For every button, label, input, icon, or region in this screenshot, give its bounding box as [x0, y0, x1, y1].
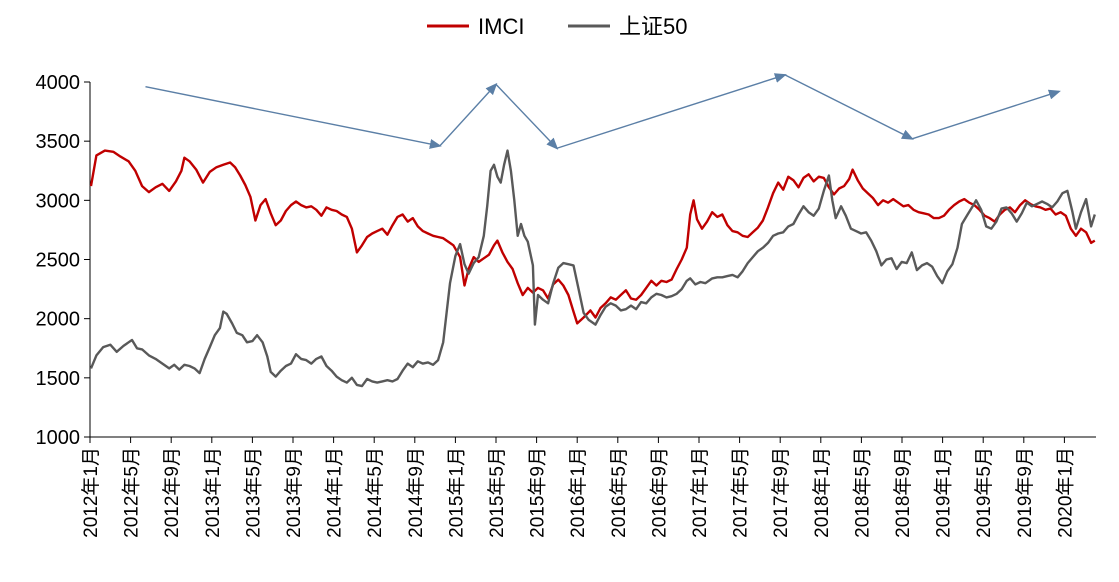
- x-tick-label: 2012年9月: [161, 447, 183, 538]
- x-tick-label: 2018年9月: [892, 447, 914, 538]
- chart-axes: 1000 1500 2000 2500 3000 3500 4000 2012年1月 2012…: [36, 72, 1096, 538]
- y-tick-label: 1500: [36, 368, 81, 390]
- legend-label-imci: IMCI: [478, 14, 524, 39]
- trend-arrow: [911, 89, 1061, 140]
- y-tick-label: 2500: [36, 250, 81, 272]
- y-tick-label: 3500: [36, 131, 81, 153]
- x-tick-label: 2017年1月: [689, 447, 711, 538]
- x-tick-label: 2012年1月: [80, 447, 102, 538]
- trend-arrow: [439, 82, 498, 147]
- trend-arrow: [495, 83, 559, 150]
- x-tick-label: 2016年9月: [648, 447, 670, 538]
- x-tick-label: 2013年5月: [242, 447, 264, 538]
- x-tick-label: 2015年5月: [486, 447, 508, 538]
- x-tick-label: 2020年1月: [1054, 447, 1076, 538]
- x-tick-label: 2015年9月: [527, 447, 549, 538]
- trend-arrow: [556, 73, 787, 149]
- y-tick-label: 2000: [36, 309, 81, 331]
- x-tick-label: 2018年5月: [851, 447, 873, 538]
- x-tick-label: 2017年5月: [730, 447, 752, 538]
- series-line-imci: [89, 149, 1096, 325]
- x-tick-label: 2014年5月: [364, 447, 386, 538]
- x-tick-label: 2019年5月: [973, 447, 995, 538]
- y-tick-label: 3000: [36, 190, 81, 212]
- x-tick-label: 2016年1月: [567, 447, 589, 538]
- x-tick-label: 2013年1月: [202, 447, 224, 538]
- x-tick-label: 2013年9月: [283, 447, 305, 538]
- y-tick-label: 1000: [36, 427, 81, 449]
- x-tick-label: 2016年5月: [608, 447, 630, 538]
- x-tick-label: 2014年9月: [405, 447, 427, 538]
- x-tick-label: 2018年1月: [811, 447, 833, 538]
- trend-arrow: [784, 74, 914, 140]
- series-line-sz50: [89, 149, 1096, 388]
- trend-arrow: [145, 86, 442, 149]
- legend-label-sz50: 上证50: [619, 14, 687, 39]
- x-tick-label: 2015年1月: [445, 447, 467, 538]
- x-tick-label: 2019年1月: [933, 447, 955, 538]
- x-tick-label: 2012年5月: [121, 447, 143, 538]
- x-tick-label: 2014年1月: [324, 447, 346, 538]
- chart-legend: IMCI 上证50: [427, 14, 687, 39]
- x-tick-label: 2019年9月: [1014, 447, 1036, 538]
- x-tick-label: 2017年9月: [770, 447, 792, 538]
- y-tick-label: 4000: [36, 72, 81, 94]
